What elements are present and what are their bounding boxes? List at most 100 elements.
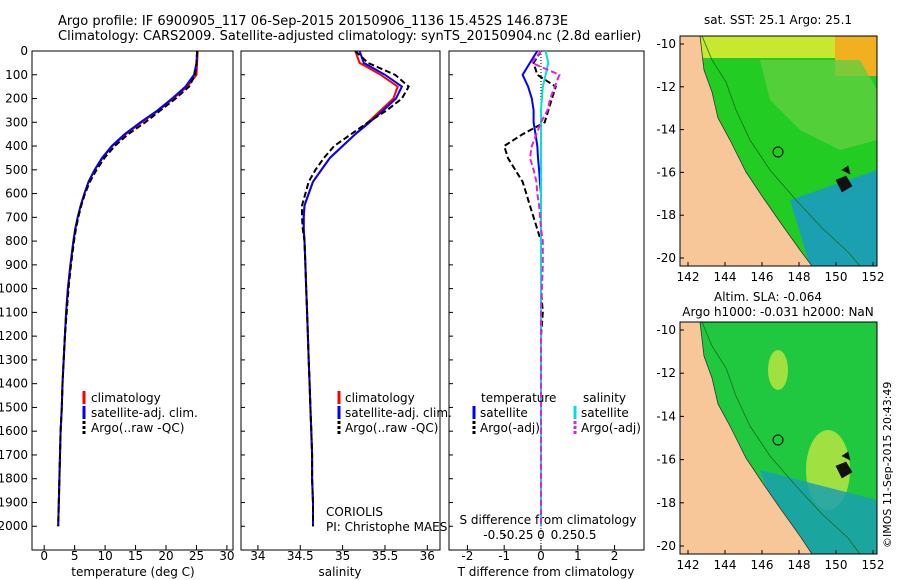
lon-tick-label: 146 [751, 558, 774, 572]
lon-tick-label: 146 [751, 270, 774, 284]
depth-tick-label: 0 [20, 44, 28, 58]
x-tick-label: 20 [158, 549, 173, 563]
x-tick-label: 0 [537, 549, 545, 563]
difference-panel-frame [448, 50, 645, 551]
depth-tick-label: 900 [5, 258, 28, 272]
lon-tick-label: 150 [825, 270, 848, 284]
x-tick-label: 2 [611, 549, 619, 563]
depth-tick-label: 200 [5, 92, 28, 106]
x-tick-label: 36 [420, 549, 435, 563]
difference-line-0 [521, 50, 542, 527]
sla-map-title-2: Argo h1000: -0.031 h2000: NaN [682, 305, 874, 319]
sla-map-frame [679, 321, 878, 555]
depth-tick-label: 1100 [0, 305, 28, 319]
header-line-1: Argo profile: IF 6900905_117 06-Sep-2015… [58, 14, 569, 29]
x-tick-label: -1 [498, 549, 510, 563]
data-source-label: CORIOLIS [326, 505, 383, 519]
lon-tick-label: 148 [788, 270, 811, 284]
s-difference-label: S difference from climatology [460, 513, 637, 527]
series-line-2 [301, 50, 410, 527]
lat-tick-label: -14 [656, 409, 676, 423]
lat-tick-label: -14 [656, 123, 676, 137]
pi-label: PI: Christophe MAES [326, 520, 447, 534]
lon-tick-label: 142 [677, 270, 700, 284]
sst-map-deep-water [790, 170, 877, 266]
sla-map [679, 321, 878, 555]
legend-satellite-adj: satellite-adj. clim. [91, 406, 198, 420]
temperature-axis-label: temperature (deg C) [71, 565, 194, 579]
legend-temperature-title: temperature [481, 391, 556, 405]
lat-tick-label: -10 [656, 323, 676, 337]
t-difference-label: T difference from climatology [457, 565, 635, 579]
difference-line-3 [528, 50, 561, 527]
lat-tick-label: -16 [656, 453, 676, 467]
sla-map-high-1 [768, 350, 788, 390]
x-tick-label: 30 [219, 549, 234, 563]
sla-map-title-1: Altim. SLA: -0.064 [714, 290, 822, 304]
temperature-x-axis: 0 5 10 15 20 25 30 [40, 545, 235, 563]
lat-tick-label: -12 [656, 80, 676, 94]
x-tick-label: -2 [461, 549, 473, 563]
lat-tick-label: -18 [656, 496, 676, 510]
temperature-legend: climatology satellite-adj. clim. Argo(..… [82, 391, 198, 435]
sst-map-reef-contour [701, 35, 861, 267]
series-line-0 [57, 50, 199, 527]
series-line-1 [302, 50, 404, 527]
legend-argo: Argo(..raw -QC) [345, 421, 438, 435]
depth-tick-label: 1900 [0, 495, 28, 509]
difference-line-1 [503, 50, 557, 527]
depth-tick-label: 700 [5, 210, 28, 224]
sla-float-position [772, 434, 784, 446]
sst-map-warm-patch [760, 60, 877, 150]
series-line-1 [57, 50, 199, 527]
lat-tick-label: -10 [656, 37, 676, 51]
sst-float-position [772, 146, 784, 158]
s-tick-label: -0.25 [502, 528, 533, 542]
x-tick-label: 34 [250, 549, 265, 563]
lat-tick-label: -16 [656, 165, 676, 179]
series-line-0 [302, 50, 399, 527]
temperature-profile-lines [57, 50, 199, 527]
salinity-x-axis: 34 34.5 35 35.5 36 [250, 545, 435, 563]
s-tick-label: -0.5 [483, 528, 506, 542]
header-line-2: Climatology: CARS2009. Satellite-adjuste… [58, 29, 642, 44]
x-tick-label: 0 [40, 549, 48, 563]
depth-tick-label: 1300 [0, 353, 28, 367]
depth-tick-label: 1400 [0, 377, 28, 391]
depth-tick-label: 2000 [0, 519, 28, 533]
lon-tick-label: 152 [862, 558, 885, 572]
lon-tick-label: 148 [788, 558, 811, 572]
depth-tick-label: 1700 [0, 448, 28, 462]
legend-satellite-adj: satellite-adj. clim. [345, 406, 452, 420]
depth-tick-label: 400 [5, 139, 28, 153]
x-tick-label: 5 [71, 549, 79, 563]
series-line-2 [57, 50, 199, 527]
salinity-panel-frame [240, 50, 441, 551]
lat-tick-label: -20 [656, 539, 676, 553]
depth-tick-label: 1600 [0, 424, 28, 438]
x-tick-label: 25 [189, 549, 204, 563]
lat-tick-label: -12 [656, 366, 676, 380]
lon-tick-label: 144 [714, 270, 737, 284]
legend-climatology: climatology [91, 391, 161, 405]
legend-sal-argo: Argo(-adj) [581, 421, 641, 435]
lat-tick-label: -20 [656, 251, 676, 265]
legend-argo: Argo(..raw -QC) [91, 421, 184, 435]
x-tick-label: 15 [128, 549, 143, 563]
x-tick-label: 35.5 [372, 549, 399, 563]
difference-legend: temperature salinity satellite Argo(-adj… [472, 391, 641, 435]
depth-tick-label: 300 [5, 115, 28, 129]
depth-tick-label: 1800 [0, 472, 28, 486]
s-tick-label: 0.5 [577, 528, 596, 542]
salinity-profile-lines [301, 50, 410, 527]
depth-tick-label: 1200 [0, 329, 28, 343]
legend-temp-satellite: satellite [480, 406, 528, 420]
x-tick-label: 10 [97, 549, 112, 563]
salinity-legend: climatology satellite-adj. clim. Argo(..… [326, 391, 452, 534]
salinity-axis-label: salinity [318, 565, 361, 579]
depth-tick-label: 500 [5, 163, 28, 177]
